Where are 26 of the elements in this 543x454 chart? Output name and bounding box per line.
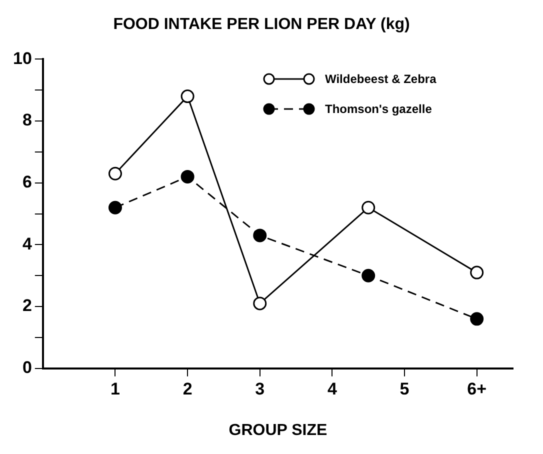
point: [108, 166, 122, 180]
y-tick-label: 4: [22, 234, 32, 254]
point: [180, 90, 194, 104]
point: [253, 228, 267, 242]
point: [180, 170, 194, 184]
y-tick-label: 10: [12, 48, 32, 68]
x-tick-label: 4: [327, 379, 338, 398]
point: [362, 200, 376, 214]
x-tick-label: 3: [255, 379, 265, 398]
chart-title: FOOD INTAKE PER LION PER DAY (kg): [113, 16, 410, 34]
x-tick-label: 5: [400, 379, 410, 398]
x-axis-title: GROUP SIZE: [228, 422, 328, 439]
legend-label: Wildebeest & Zebra: [325, 71, 436, 88]
point: [108, 200, 122, 214]
point: [470, 266, 484, 280]
point: [470, 312, 484, 326]
y-tick-label: 8: [22, 110, 32, 130]
point: [362, 268, 376, 282]
y-tick-label: 6: [22, 172, 32, 192]
y-tick-label: 2: [22, 296, 32, 316]
point: [253, 296, 267, 310]
y-tick-label: 0: [22, 358, 32, 378]
x-tick-label: 6+: [467, 379, 487, 398]
x-tick-label: 1: [110, 379, 120, 398]
legend-label: Thomson's gazelle: [325, 101, 432, 118]
x-tick-label: 2: [182, 379, 192, 398]
